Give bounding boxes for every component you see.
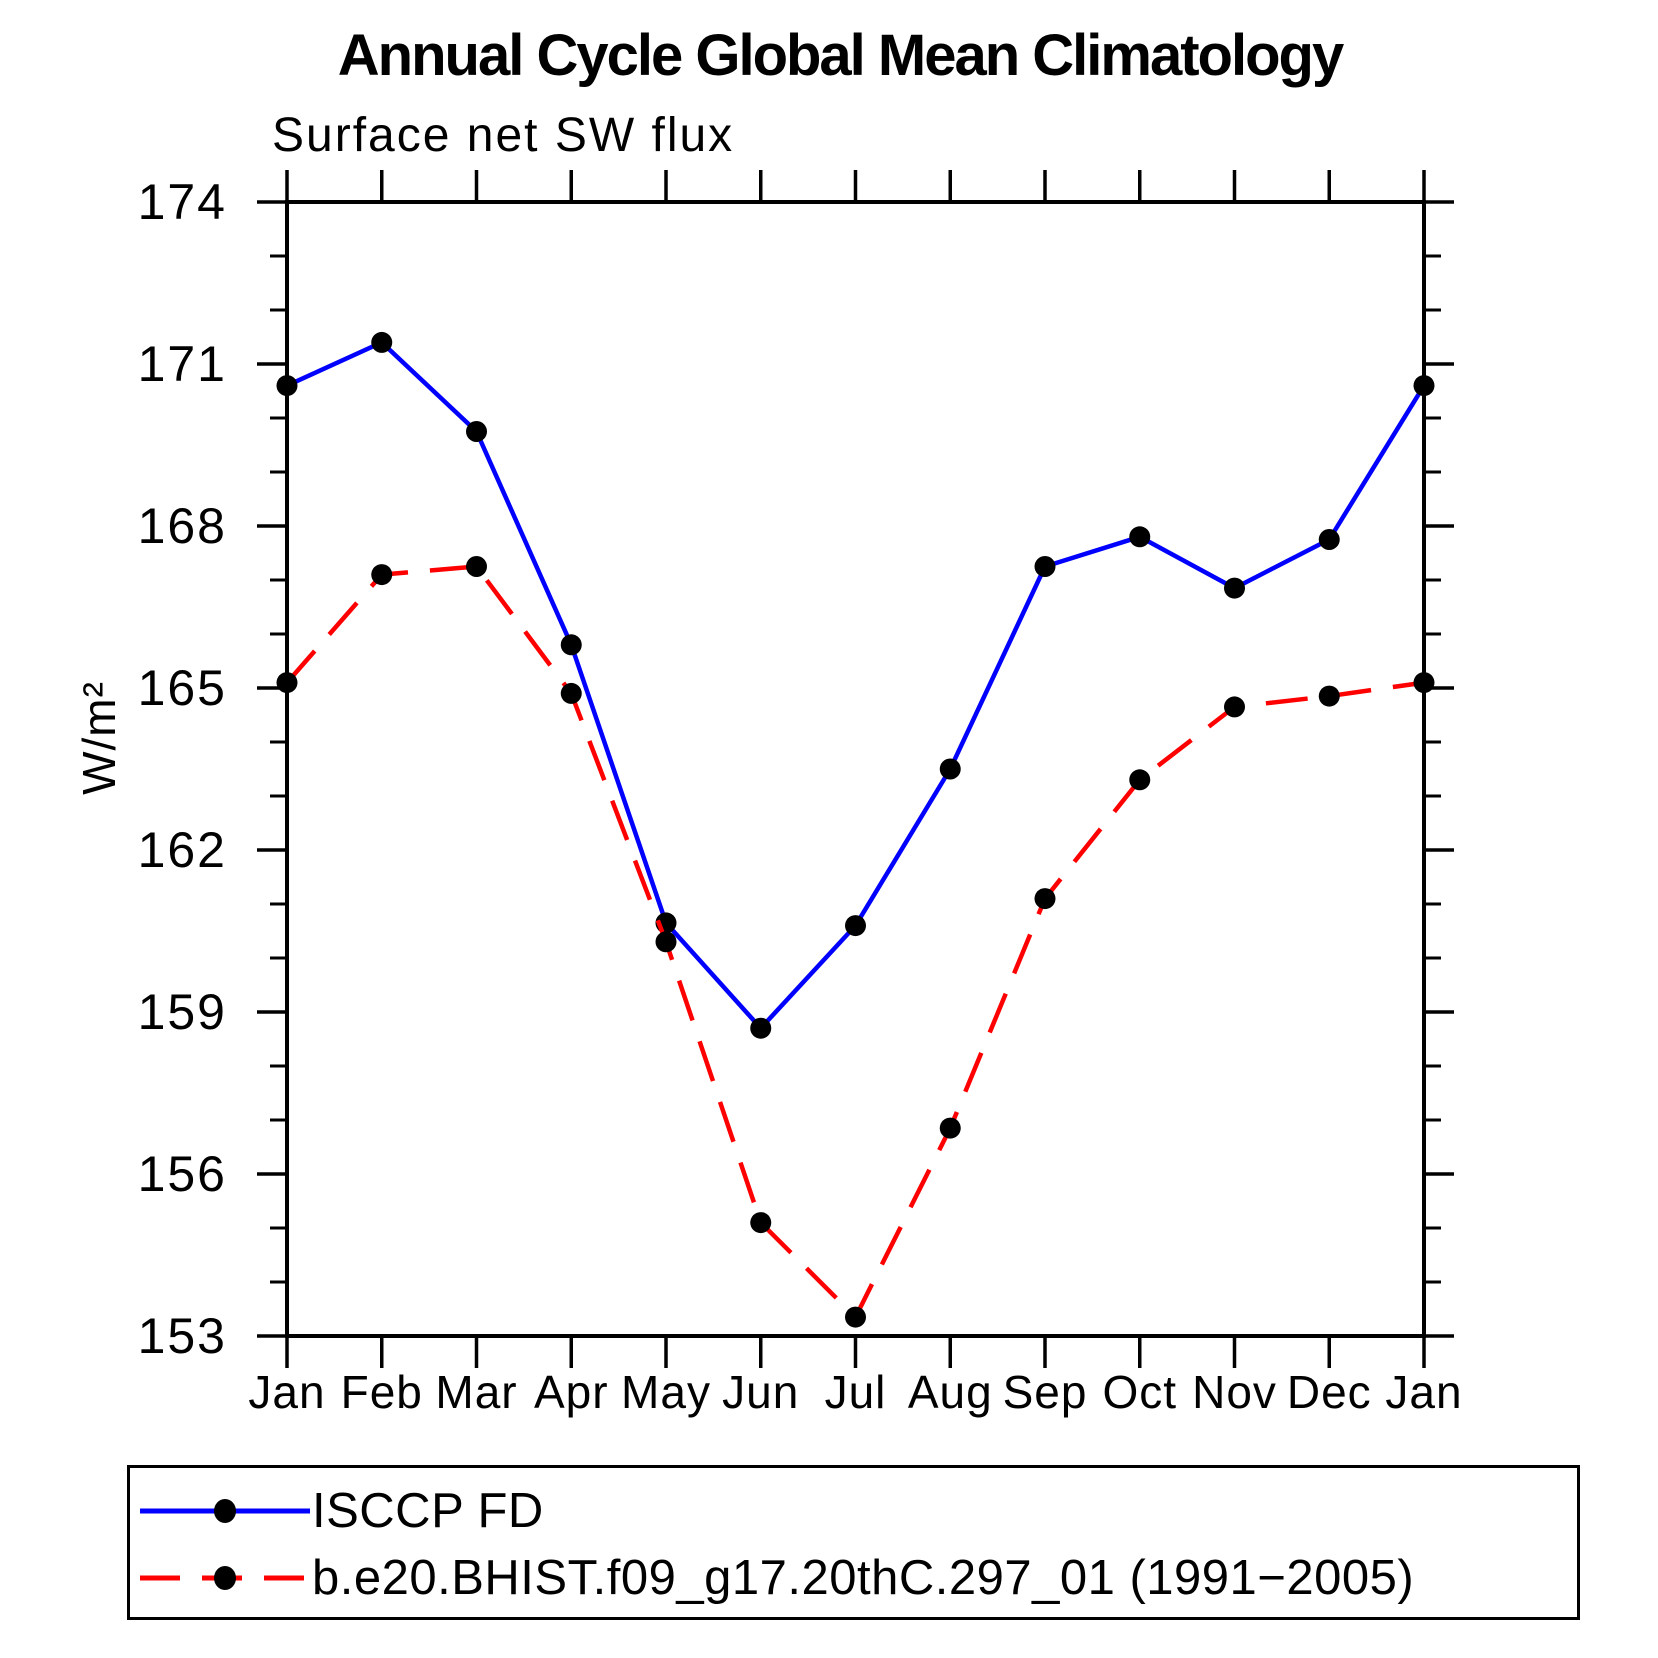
x-tick-label: Nov	[1192, 1366, 1277, 1418]
data-point-marker-0	[371, 331, 393, 353]
legend-item-model: b.e20.BHIST.f09_g17.20thC.297_01 (1991−2…	[140, 1549, 1573, 1607]
legend-sample-dashed-red	[140, 1566, 310, 1590]
data-point-marker-1	[750, 1212, 772, 1234]
data-point-marker-1	[1034, 888, 1056, 910]
legend-label-model: b.e20.BHIST.f09_g17.20thC.297_01 (1991−2…	[312, 1551, 1415, 1605]
y-tick-label: 174	[138, 174, 227, 230]
series-line-1	[285, 564, 1425, 1320]
legend-label-isccp: ISCCP FD	[312, 1484, 544, 1538]
x-tick-label: Oct	[1102, 1366, 1177, 1418]
data-point-marker-1	[276, 672, 298, 694]
data-point-marker-0	[750, 1017, 772, 1039]
x-tick-label: Feb	[341, 1366, 423, 1418]
data-point-marker-1	[1413, 672, 1435, 694]
data-point-marker-1	[655, 931, 677, 953]
data-point-marker-0	[1413, 375, 1435, 397]
x-tick-label: Jan	[248, 1366, 325, 1418]
marker-dot-icon	[214, 1566, 236, 1590]
y-tick-label: 171	[138, 336, 227, 392]
data-point-marker-0	[1224, 577, 1245, 599]
y-tick-label: 162	[138, 822, 227, 878]
marker-dot-icon	[214, 1499, 236, 1523]
chart-title: Annual Cycle Global Mean Climatology	[337, 23, 1344, 88]
data-point-marker-1	[845, 1306, 866, 1328]
data-point-marker-0	[845, 915, 866, 937]
chart-subtitle: Surface net SW flux	[272, 109, 735, 162]
x-tick-label: May	[621, 1366, 711, 1418]
data-point-marker-1	[371, 564, 393, 586]
y-tick-label: 168	[138, 498, 227, 554]
data-point-marker-0	[276, 375, 298, 397]
data-point-marker-0	[560, 634, 582, 656]
data-point-marker-0	[1318, 529, 1340, 550]
data-point-marker-0	[1034, 556, 1056, 577]
legend-item-isccp: ISCCP FD	[140, 1482, 1573, 1540]
x-tick-label: Dec	[1287, 1366, 1372, 1418]
data-point-marker-0	[1129, 526, 1151, 548]
y-tick-label: 153	[138, 1308, 227, 1364]
data-point-marker-1	[939, 1117, 961, 1139]
x-tick-label: Jan	[1385, 1366, 1462, 1418]
y-tick-label: 159	[138, 984, 227, 1040]
chart-legend: ISCCP FD b.e20.BHIST.f09_g17.20thC.297_0…	[127, 1465, 1580, 1620]
x-tick-label: Jul	[825, 1366, 887, 1418]
data-point-marker-0	[466, 421, 487, 442]
data-point-marker-1	[560, 682, 582, 704]
data-point-marker-0	[939, 758, 961, 780]
x-tick-label: Sep	[1003, 1366, 1088, 1418]
x-tick-label: Aug	[908, 1366, 993, 1418]
y-tick-label: 156	[138, 1146, 227, 1202]
x-tick-label: Jun	[722, 1366, 799, 1418]
data-point-marker-1	[1224, 696, 1245, 718]
data-point-marker-1	[1129, 769, 1151, 791]
data-point-marker-1	[466, 556, 487, 577]
data-point-marker-1	[1318, 685, 1340, 707]
y-tick-label: 165	[138, 660, 227, 716]
x-tick-label: Mar	[435, 1366, 517, 1418]
legend-sample-solid-blue	[140, 1499, 310, 1523]
plot-frame	[285, 200, 1426, 1338]
x-tick-label: Apr	[534, 1366, 609, 1418]
